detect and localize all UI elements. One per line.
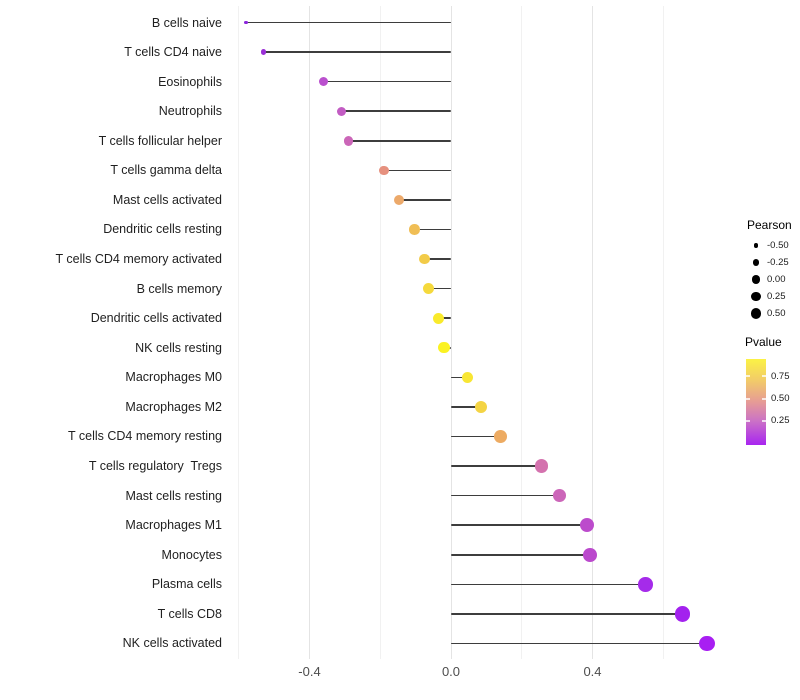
lollipop-dot	[552, 489, 566, 503]
legend-size-dot	[753, 243, 759, 248]
legend-size-dot	[751, 291, 761, 302]
y-axis-label: T cells follicular helper	[98, 133, 222, 148]
lollipop-dot	[433, 312, 445, 324]
lollipop-stem	[424, 258, 451, 260]
lollipop-dot	[638, 577, 653, 592]
x-axis-tick-label: 0.0	[441, 664, 461, 679]
minor-gridline	[379, 6, 381, 659]
lollipop-stem	[348, 139, 451, 142]
minor-gridline	[521, 6, 523, 659]
y-axis-label: Plasma cells	[151, 577, 222, 592]
y-axis-label: NK cells activated	[122, 636, 222, 651]
legend-pvalue-title: Pvalue	[745, 335, 782, 349]
y-axis-label: B cells naive	[151, 15, 222, 30]
y-axis-label: Dendritic cells resting	[103, 222, 222, 237]
colorbar-tick-left	[746, 398, 750, 400]
lollipop-dot	[319, 77, 329, 87]
lollipop-stem	[451, 435, 501, 438]
lollipop-stem	[399, 199, 451, 201]
y-axis-label: Mast cells resting	[125, 488, 222, 503]
legend-size-label: -0.25	[767, 256, 789, 268]
lollipop-stem	[438, 317, 451, 319]
lollipop-stem	[451, 642, 708, 645]
lollipop-dot	[343, 135, 354, 146]
lollipop-stem	[451, 406, 481, 408]
y-axis-label: NK cells resting	[135, 340, 222, 355]
colorbar-tick-left	[746, 375, 750, 377]
lollipop-stem	[383, 169, 451, 172]
y-axis-label: Macrophages M2	[125, 399, 222, 414]
legend-size-label: 0.00	[767, 273, 786, 285]
y-axis-label: T cells regulatory Tregs	[88, 459, 222, 474]
colorbar-tick-right	[762, 398, 766, 400]
colorbar-tick-label: 0.75	[771, 370, 790, 382]
x-axis-tick-label: -0.4	[298, 664, 321, 679]
legend-size-dot	[752, 259, 760, 266]
y-axis-label: Neutrophils	[158, 104, 222, 119]
lollipop-stem	[451, 524, 587, 526]
legend-size-dot	[751, 275, 761, 284]
lollipop-dot	[579, 518, 594, 533]
lollipop-stem	[451, 553, 590, 556]
lollipop-stem	[428, 287, 451, 290]
lollipop-stem	[245, 21, 451, 24]
lollipop-stem	[451, 376, 468, 379]
lollipop-dot	[675, 606, 691, 622]
y-axis-label: T cells CD4 memory resting	[68, 429, 222, 444]
y-axis-label: Mast cells activated	[112, 192, 222, 207]
lollipop-stem	[451, 583, 646, 586]
lollipop-dot	[461, 371, 474, 384]
legend-size-dot	[750, 307, 762, 319]
lollipop-dot	[408, 224, 420, 235]
legend-size-label: -0.50	[767, 239, 789, 251]
lollipop-dot	[243, 20, 248, 25]
y-axis-label: Eosinophils	[158, 74, 222, 89]
y-axis-label: T cells CD4 naive	[124, 45, 222, 60]
y-axis-label: Monocytes	[161, 547, 222, 562]
y-axis-label: T cells gamma delta	[110, 163, 222, 178]
lollipop-stem	[414, 228, 451, 231]
y-axis-label: Dendritic cells activated	[90, 311, 222, 326]
minor-gridline	[238, 6, 240, 659]
y-axis-label: Macrophages M0	[125, 370, 222, 385]
major-gridline	[450, 6, 452, 659]
x-axis-tick-label: 0.4	[583, 664, 602, 679]
colorbar-tick-right	[762, 375, 766, 377]
lollipop-dot	[336, 106, 346, 116]
lollipop-dot	[534, 459, 549, 473]
lollipop-dot	[419, 253, 430, 265]
pvalue-colorbar	[746, 359, 766, 445]
colorbar-tick-label: 0.50	[771, 393, 790, 405]
lollipop-dot	[394, 194, 405, 205]
colorbar-tick-right	[762, 420, 766, 422]
y-axis-label: T cells CD4 memory activated	[55, 252, 223, 267]
lollipop-stem	[451, 465, 542, 467]
lollipop-dot	[378, 165, 389, 176]
lollipop-dot	[260, 49, 267, 55]
lollipop-dot	[438, 342, 450, 354]
lollipop-stem	[263, 51, 451, 53]
lollipop-dot	[494, 430, 507, 443]
lollipop-dot	[582, 547, 597, 562]
y-axis-label: T cells CD8	[157, 606, 222, 621]
lollipop-dot	[422, 283, 434, 295]
colorbar-tick-left	[746, 420, 750, 422]
major-gridline	[592, 6, 593, 659]
lollipop-dot	[474, 400, 487, 413]
minor-gridline	[662, 6, 664, 659]
y-axis-label: B cells memory	[136, 281, 222, 296]
legend-size-label: 0.25	[767, 290, 786, 302]
lollipop-stem	[451, 494, 560, 497]
colorbar-tick-label: 0.25	[771, 415, 790, 427]
lollipop-stem	[451, 613, 683, 615]
lollipop-dot	[699, 635, 715, 652]
y-axis-label: Macrophages M1	[125, 518, 222, 533]
legend-size-label: 0.50	[767, 307, 786, 319]
legend-pearson-title: Pearson	[747, 218, 792, 232]
lollipop-stem	[323, 80, 451, 83]
major-gridline	[309, 6, 310, 659]
lollipop-stem	[341, 110, 451, 112]
